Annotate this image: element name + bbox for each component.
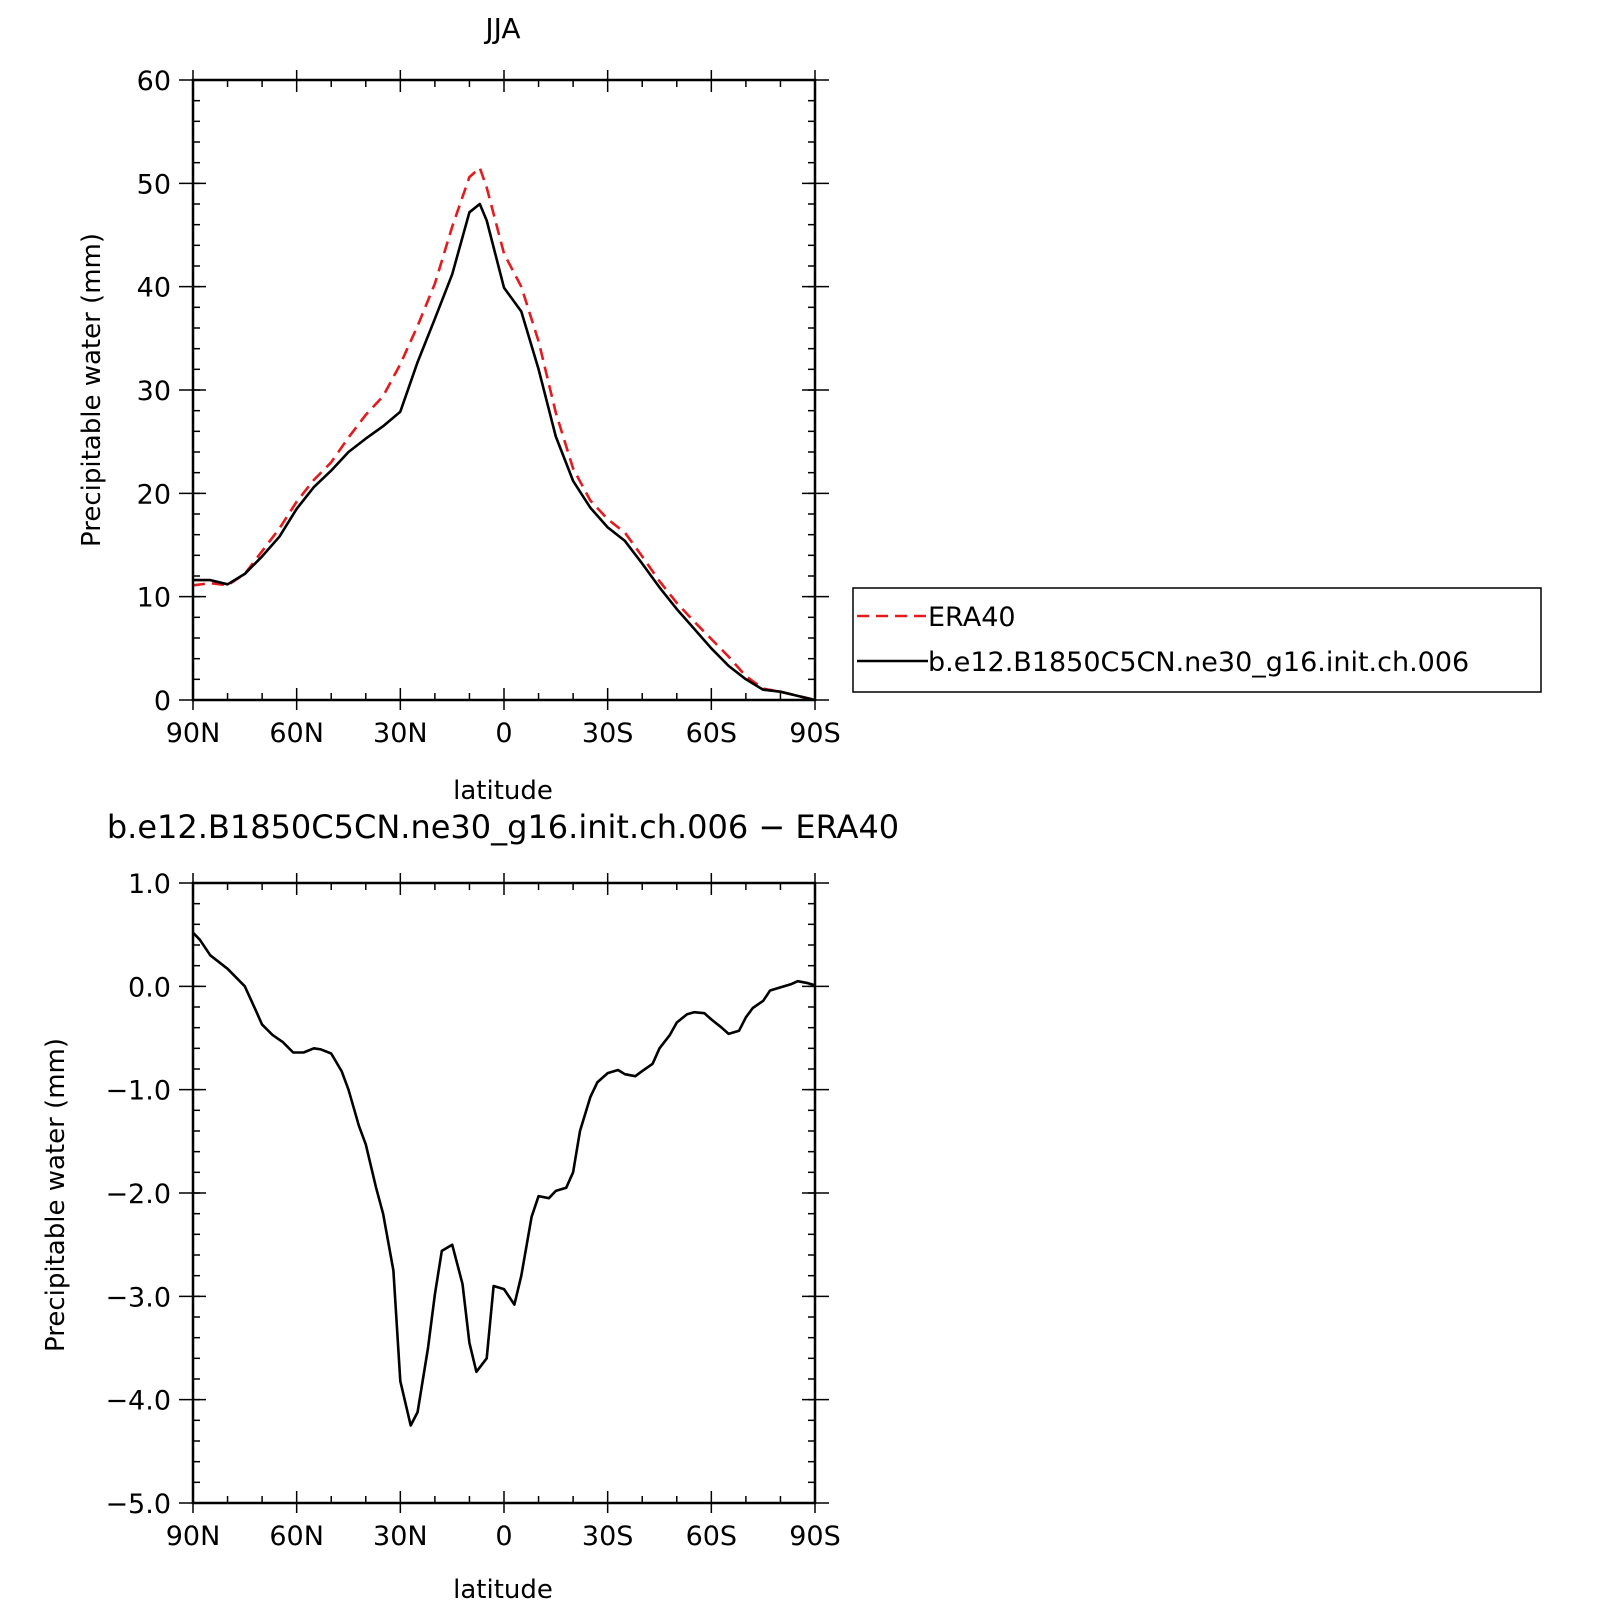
bottom-chart-y-tick-labels: 1.0 0.0 −1.0 −2.0 −3.0 −4.0 −5.0 (105, 869, 171, 1520)
y-tick-label: 0 (154, 686, 171, 717)
bottom-chart-x-axis-label: latitude (453, 1575, 553, 1603)
bottom-chart-title: b.e12.B1850C5CN.ne30_g16.init.ch.006 − E… (107, 808, 899, 846)
top-chart-x-axis-label: latitude (453, 776, 553, 806)
y-tick-label: −4.0 (105, 1386, 171, 1417)
x-tick-label: 30S (582, 1521, 634, 1552)
legend-box (852, 587, 1542, 693)
y-tick-label: 60 (137, 66, 171, 97)
bottom-chart-y-axis-label: Precipitable water (mm) (41, 1038, 71, 1352)
bottom-chart-panel: b.e12.B1850C5CN.ne30_g16.init.ch.006 − E… (41, 808, 899, 1603)
x-tick-label: 60N (269, 718, 324, 749)
y-tick-label: 20 (137, 479, 171, 510)
top-chart-y-axis-label: Precipitable water (mm) (77, 233, 107, 547)
series-line-diff-0 (192, 931, 816, 1427)
bottom-chart-plot-frame (191, 881, 817, 1505)
x-tick-label: 30N (373, 718, 428, 749)
x-tick-label: 90N (166, 718, 221, 749)
y-tick-label: −5.0 (105, 1489, 171, 1520)
top-chart-plot-frame (191, 78, 817, 702)
top-chart-panel: JJA 90N 60N 30N 0 30S 60S 90S 0 10 20 30 40 50 60 la… (77, 12, 841, 806)
series-line-era40 (192, 166, 816, 702)
legend-entry-model: b.e12.B1850C5CN.ne30_g16.init.ch.006 (928, 647, 1469, 678)
legend-entry-era40: ERA40 (928, 602, 1016, 633)
top-chart-x-tick-labels: 90N 60N 30N 0 30S 60S 90S (166, 718, 841, 749)
x-tick-label: 60S (686, 1521, 738, 1552)
top-chart-series (192, 166, 816, 702)
y-tick-label: 0.0 (128, 972, 171, 1003)
bottom-chart-x-tick-labels: 90N 60N 30N 0 30S 60S 90S (166, 1521, 841, 1552)
x-tick-label: 30S (582, 718, 634, 749)
x-tick-label: 0 (495, 718, 512, 749)
x-tick-label: 90S (789, 1521, 841, 1552)
y-tick-label: 50 (137, 169, 171, 200)
x-tick-label: 30N (373, 1521, 428, 1552)
x-tick-label: 90N (166, 1521, 221, 1552)
y-tick-label: 10 (137, 583, 171, 614)
y-tick-label: 1.0 (128, 869, 171, 900)
legend: ERA40 b.e12.B1850C5CN.ne30_g16.init.ch.0… (852, 587, 1542, 693)
top-chart-title: JJA (483, 12, 520, 45)
bottom-chart-series (192, 931, 816, 1427)
x-tick-label: 60N (269, 1521, 324, 1552)
x-tick-label: 60S (686, 718, 738, 749)
series-line-b-e12-b1850c5cn-ne30-g16-init-ch-006 (193, 202, 816, 702)
y-tick-label: 40 (137, 273, 171, 304)
bottom-chart-ticks (179, 873, 829, 1513)
x-tick-label: 0 (495, 1521, 512, 1552)
top-chart-ticks (179, 70, 829, 710)
y-tick-label: −2.0 (105, 1179, 171, 1210)
y-tick-label: −1.0 (105, 1076, 171, 1107)
x-tick-label: 90S (789, 718, 841, 749)
y-tick-label: −3.0 (105, 1282, 171, 1313)
top-chart-y-tick-labels: 0 10 20 30 40 50 60 (137, 66, 171, 717)
y-tick-label: 30 (137, 376, 171, 407)
